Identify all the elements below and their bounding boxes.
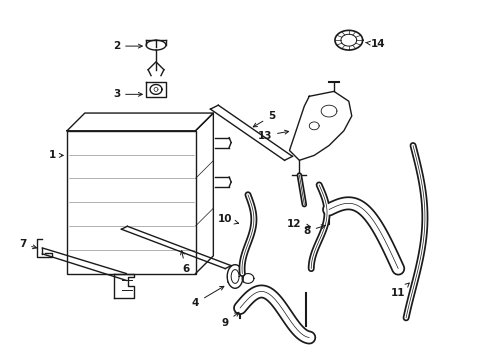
Text: 12: 12 xyxy=(286,219,310,229)
Text: 6: 6 xyxy=(180,251,189,274)
Text: 2: 2 xyxy=(113,41,142,51)
Text: 9: 9 xyxy=(221,312,239,328)
Text: 7: 7 xyxy=(19,239,37,249)
Text: 13: 13 xyxy=(257,130,288,141)
Text: 4: 4 xyxy=(191,286,224,308)
Text: 14: 14 xyxy=(365,39,385,49)
Text: 11: 11 xyxy=(390,283,408,298)
Text: 5: 5 xyxy=(253,111,275,127)
Text: 8: 8 xyxy=(303,225,325,236)
Text: 10: 10 xyxy=(218,215,238,224)
Text: 1: 1 xyxy=(48,150,63,161)
Text: 3: 3 xyxy=(113,89,142,99)
